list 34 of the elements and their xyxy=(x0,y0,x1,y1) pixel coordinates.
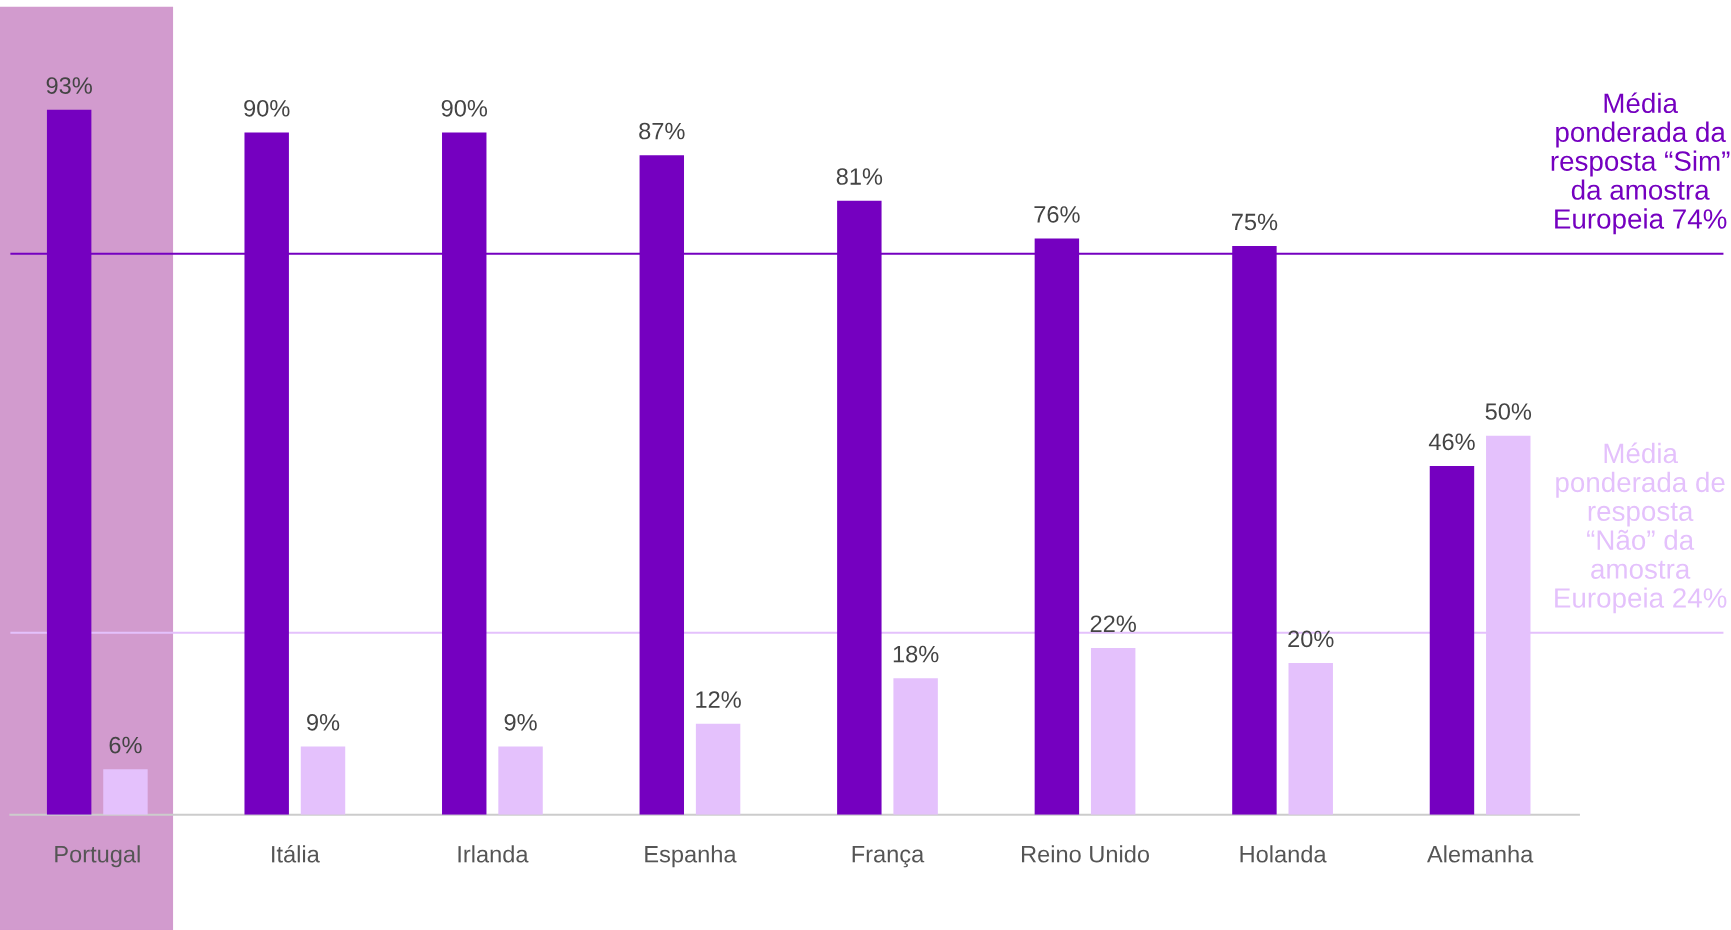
bar xyxy=(1090,647,1136,815)
bar xyxy=(300,746,346,815)
data-label: 18% xyxy=(893,645,939,663)
data-label: 6% xyxy=(109,736,142,754)
ref-line-label: Média ponderada da resposta “Sim” da amostra Europeia 74% xyxy=(1551,92,1730,235)
bar xyxy=(103,769,148,815)
bar xyxy=(498,746,543,815)
bar xyxy=(893,678,938,815)
bar xyxy=(1429,465,1475,815)
data-label: 20% xyxy=(1288,630,1334,648)
data-label: 90% xyxy=(441,99,488,117)
bar xyxy=(695,723,741,815)
x-tick-label: Itália xyxy=(272,844,320,863)
data-label: 81% xyxy=(836,168,883,185)
x-tick-label: Reino Unido xyxy=(1022,845,1150,863)
data-label: 9% xyxy=(504,713,537,731)
x-tick-label: Portugal xyxy=(55,845,140,868)
x-tick-label: Holanda xyxy=(1240,845,1327,863)
ref-line-label: Média ponderada de resposta “Não” da amostra Europeia 24% xyxy=(1555,442,1727,614)
data-label: 87% xyxy=(639,122,685,140)
data-label: 75% xyxy=(1232,213,1278,231)
x-tick-label: França xyxy=(852,846,925,868)
data-label: 93% xyxy=(46,77,92,94)
data-label: 90% xyxy=(244,99,290,117)
bar xyxy=(1288,663,1333,815)
data-label: 22% xyxy=(1090,615,1136,633)
data-label: 12% xyxy=(696,691,741,708)
x-tick-label: Alemanha xyxy=(1427,845,1534,863)
data-label: 50% xyxy=(1485,403,1532,420)
x-tick-label: Espanha xyxy=(645,845,737,868)
x-tick-label: Irlanda xyxy=(458,845,529,863)
data-label: 9% xyxy=(307,713,340,731)
data-label: 46% xyxy=(1428,433,1475,451)
data-label: 76% xyxy=(1034,206,1080,223)
